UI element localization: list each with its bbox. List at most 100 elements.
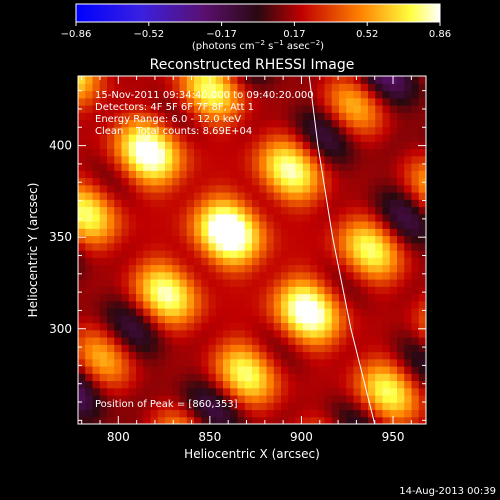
heatmap-cell [215, 141, 224, 150]
heatmap-cell [259, 126, 268, 135]
heatmap-cell [418, 315, 426, 324]
heatmap-cell [397, 358, 405, 367]
heatmap-cell [172, 177, 181, 186]
heatmap-cell [244, 337, 253, 345]
heatmap-cell [389, 199, 398, 208]
heatmap-cell [375, 293, 384, 302]
heatmap-cell [375, 300, 384, 309]
heatmap-cell [143, 366, 152, 374]
heatmap-cell [368, 300, 376, 309]
heatmap-cell [302, 199, 311, 208]
heatmap-cell [92, 344, 101, 353]
heatmap-cell [215, 235, 224, 244]
heatmap-cell [281, 308, 289, 316]
heatmap-cell [194, 308, 202, 316]
heatmap-cell [324, 184, 333, 193]
heatmap-cell [273, 395, 282, 403]
heatmap-cell [230, 416, 239, 424]
heatmap-cell [230, 97, 239, 106]
heatmap-cell [317, 300, 326, 309]
heatmap-cell [215, 279, 224, 287]
heatmap-cell [143, 76, 152, 84]
heatmap-cell [324, 300, 333, 309]
heatmap-cell [302, 148, 311, 157]
heatmap-cell [114, 134, 123, 142]
heatmap-cell [368, 329, 376, 338]
heatmap-cell [302, 206, 311, 215]
heatmap-cell [92, 192, 101, 200]
heatmap-cell [266, 279, 275, 287]
heatmap-cell [397, 170, 405, 179]
heatmap-cell [244, 286, 253, 295]
heatmap-cell [223, 395, 231, 403]
heatmap-cell [136, 163, 144, 171]
heatmap-cell [128, 373, 137, 382]
heatmap-cell [339, 184, 347, 193]
heatmap-cell [165, 112, 173, 121]
heatmap-cell [128, 134, 137, 142]
heatmap-cell [215, 206, 224, 215]
heatmap-cell [331, 308, 340, 316]
heatmap-cell [186, 264, 195, 273]
heatmap-cell [339, 170, 347, 179]
heatmap-cell [237, 395, 246, 403]
heatmap-cell [121, 308, 130, 316]
heatmap-cell [404, 344, 413, 353]
heatmap-cell [186, 126, 195, 135]
heatmap-cell [128, 235, 137, 244]
heatmap-cell [208, 271, 217, 280]
heatmap-cell [128, 228, 137, 237]
heatmap-cell [107, 293, 115, 302]
heatmap-cell [375, 76, 384, 84]
heatmap-cell [273, 221, 282, 229]
annotation-clean-totals: Clean Total counts: 8.69E+04 [95, 126, 252, 137]
heatmap-cell [99, 366, 108, 374]
heatmap-cell [92, 416, 101, 424]
heatmap-cell [143, 300, 152, 309]
heatmap-cell [252, 221, 260, 229]
heatmap-cell [317, 235, 326, 244]
heatmap-cell [411, 170, 420, 179]
heatmap-cell [353, 97, 362, 106]
heatmap-cell [360, 90, 369, 99]
heatmap-cell [360, 126, 369, 135]
heatmap-cell [143, 83, 152, 92]
heatmap-cell [382, 329, 391, 338]
heatmap-cell [136, 170, 144, 179]
heatmap-cell [273, 119, 282, 128]
heatmap-cell [157, 366, 166, 374]
heatmap-cell [92, 141, 101, 150]
heatmap-cell [136, 250, 144, 258]
heatmap-cell [78, 112, 86, 121]
heatmap-cell [157, 76, 166, 84]
heatmap-cell [194, 228, 202, 237]
heatmap-cell [281, 126, 289, 135]
heatmap-cell [382, 279, 391, 287]
heatmap-cell [172, 90, 181, 99]
heatmap-cell [208, 155, 217, 164]
heatmap-cell [201, 119, 210, 128]
heatmap-cell [114, 112, 123, 121]
heatmap-cell [317, 105, 326, 113]
heatmap-cell [331, 228, 340, 237]
heatmap-cell [288, 337, 297, 345]
heatmap-cell [288, 97, 297, 106]
heatmap-cell [201, 221, 210, 229]
heatmap-cell [259, 206, 268, 215]
heatmap-cell [375, 271, 384, 280]
heatmap-cell [208, 206, 217, 215]
heatmap-cell [99, 97, 108, 106]
heatmap-cell [128, 90, 137, 99]
heatmap-cell [389, 366, 398, 374]
heatmap-cell [172, 416, 181, 424]
heatmap-cell [346, 416, 355, 424]
heatmap-cell [310, 242, 318, 251]
heatmap-cell [281, 293, 289, 302]
heatmap-cell [389, 170, 398, 179]
heatmap-cell [360, 155, 369, 164]
heatmap-cell [310, 416, 318, 424]
heatmap-cell [324, 119, 333, 128]
heatmap-cell [331, 271, 340, 280]
heatmap-cell [281, 97, 289, 106]
heatmap-cell [281, 83, 289, 92]
